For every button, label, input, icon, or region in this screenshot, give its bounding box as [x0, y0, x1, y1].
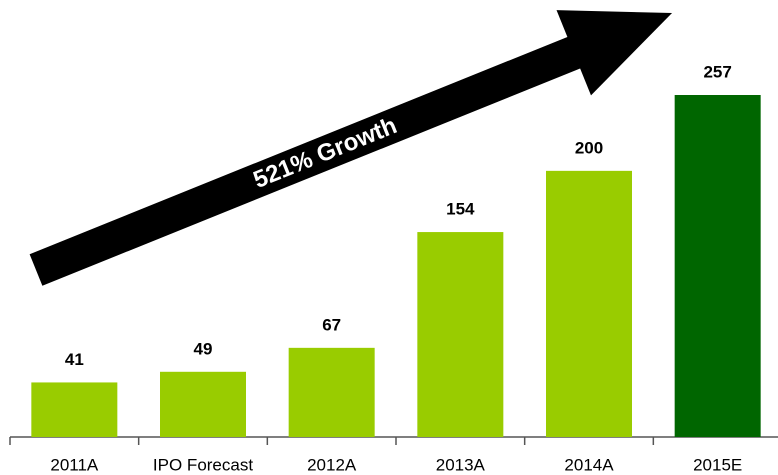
x-tick-label: IPO Forecast	[153, 455, 253, 474]
x-tick-label: 2012A	[307, 455, 357, 474]
value-label: 257	[703, 62, 731, 81]
bar	[31, 382, 118, 437]
x-tick-label: 2011A	[50, 455, 99, 474]
x-tick-label: 2013A	[436, 455, 486, 474]
bar	[546, 170, 632, 437]
value-label: 67	[322, 315, 341, 334]
x-tick-label: 2015E	[693, 455, 742, 474]
bar	[160, 371, 246, 437]
value-label: 49	[194, 339, 213, 358]
arrow-head	[556, 10, 673, 96]
annotation: 521% Growth	[250, 112, 401, 194]
value-label: 154	[446, 200, 475, 219]
x-tick-label: 2014A	[564, 455, 614, 474]
bar	[288, 347, 375, 437]
bar	[674, 95, 761, 437]
bar	[417, 232, 504, 437]
value-label: 200	[575, 138, 603, 157]
arrow-shaft	[29, 35, 584, 286]
value-label: 41	[65, 350, 84, 369]
